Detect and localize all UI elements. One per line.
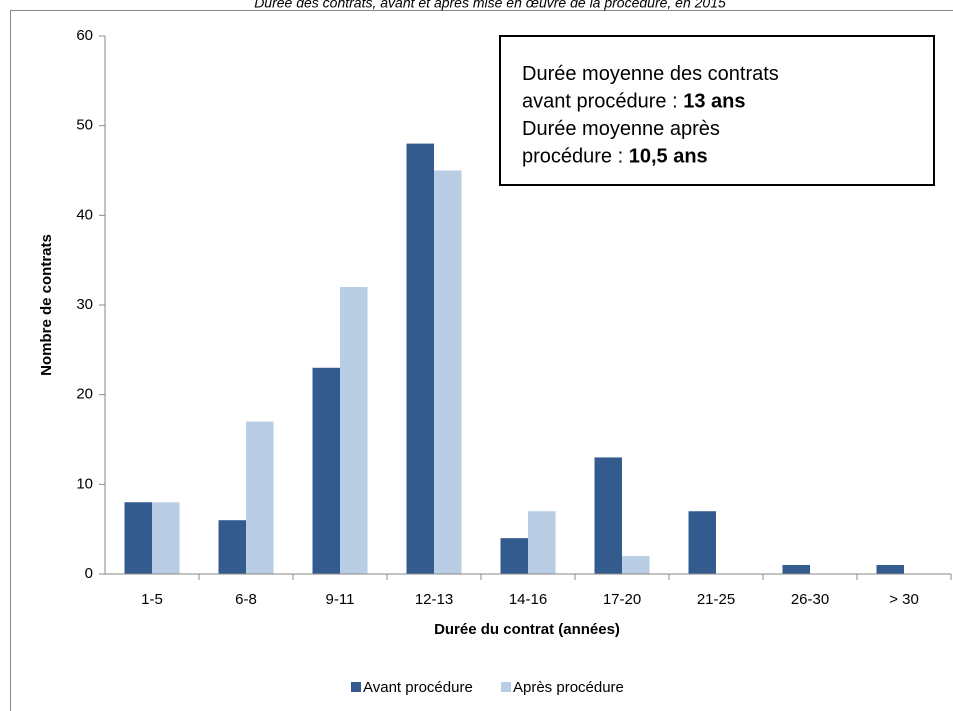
x-tick-label: > 30 [889, 591, 919, 608]
x-tick-label: 1-5 [141, 591, 163, 608]
y-tick-label: 50 [76, 117, 93, 134]
x-tick-label: 17-20 [603, 591, 641, 608]
bar [218, 520, 246, 574]
annotation-text: 10,5 ans [629, 146, 708, 168]
annotation-box [499, 35, 935, 186]
chart-border [10, 10, 953, 711]
legend-swatch [351, 682, 361, 692]
legend-swatch [501, 682, 511, 692]
y-tick-label: 40 [76, 206, 93, 223]
annotation-text: avant procédure : [522, 91, 683, 113]
annotation-line: procédure : 10,5 ans [522, 146, 708, 168]
annotation-text: 13 ans [683, 91, 745, 113]
x-tick-label: 21-25 [697, 591, 735, 608]
bar [622, 556, 650, 574]
x-tick-label: 9-11 [326, 591, 355, 608]
annotation-text: Durée moyenne après [522, 118, 720, 140]
bar [124, 502, 152, 574]
annotation-line: Durée moyenne des contrats [522, 63, 779, 85]
x-tick-label: 6-8 [235, 591, 257, 608]
bar [340, 287, 368, 574]
y-tick-label: 30 [76, 296, 93, 313]
annotation-text: Durée moyenne des contrats [522, 63, 779, 85]
bar [312, 367, 340, 574]
bar [782, 565, 810, 574]
bar [528, 511, 556, 574]
annotation-text: procédure : [522, 146, 629, 168]
chart-title: Durée des contrats, avant et après mise … [254, 0, 726, 11]
legend-label: Avant procédure [363, 679, 473, 696]
bar [406, 143, 434, 574]
y-tick-label: 20 [76, 386, 93, 403]
y-tick-label: 10 [76, 475, 93, 492]
annotation-line: avant procédure : 13 ans [522, 91, 745, 113]
bar [594, 457, 622, 574]
bar [688, 511, 716, 574]
y-tick-label: 0 [85, 565, 93, 582]
y-tick-label: 60 [76, 27, 93, 44]
bar [876, 565, 904, 574]
annotation-line: Durée moyenne après [522, 118, 720, 140]
x-tick-label: 12-13 [415, 591, 453, 608]
x-tick-label: 26-30 [791, 591, 829, 608]
bar [434, 170, 462, 574]
y-axis-title: Nombre de contrats [38, 234, 55, 376]
x-tick-label: 14-16 [509, 591, 547, 608]
bar [152, 502, 180, 574]
legend-label: Après procédure [513, 679, 624, 696]
x-axis-title: Durée du contrat (années) [434, 621, 620, 638]
bar [246, 421, 274, 574]
bar [500, 538, 528, 574]
